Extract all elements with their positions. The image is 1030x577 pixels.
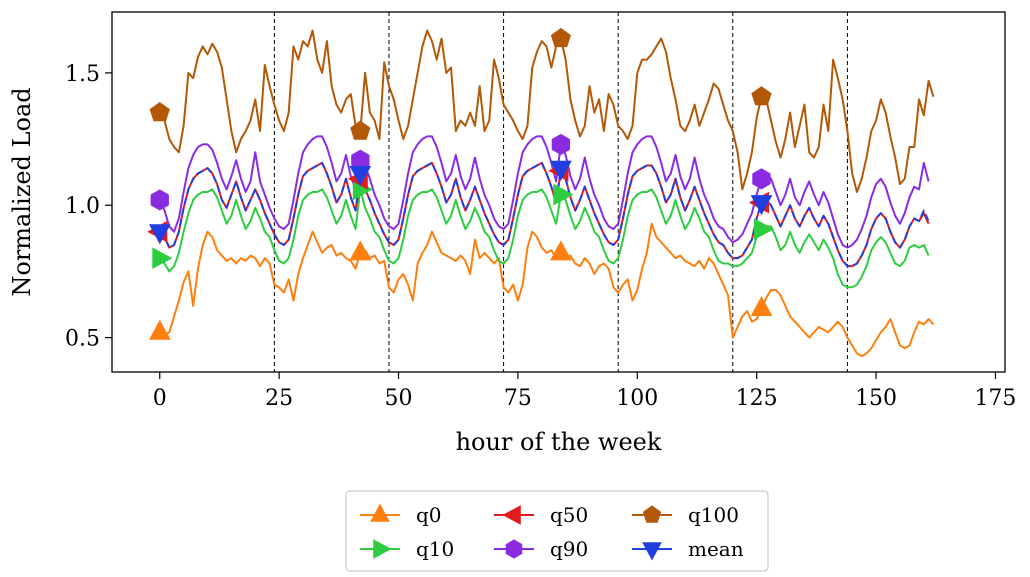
y-tick-label: 1.0	[65, 194, 100, 219]
marker-q90	[150, 189, 169, 211]
x-axis-title: hour of the week	[456, 428, 662, 456]
day-boundary-lines	[273, 12, 848, 372]
series-line-q100	[158, 29, 935, 193]
marker-mean	[750, 195, 773, 216]
x-axis-ticks: 0 25 50 75 100 125 150 175	[153, 372, 1016, 411]
marker-q10	[553, 183, 574, 206]
series-line-mean	[159, 161, 930, 268]
legend-item-q0: q0	[360, 503, 442, 527]
marker-q0	[750, 295, 773, 316]
series-markers	[147, 27, 775, 340]
legend-marker-mean	[642, 542, 662, 561]
legend-label: q50	[550, 503, 588, 527]
plot-frame	[111, 11, 1006, 373]
x-tick-label: 175	[974, 386, 1016, 411]
series-line-q90	[158, 135, 930, 249]
marker-mean	[349, 166, 372, 187]
marker-q100	[350, 120, 371, 140]
x-tick-label: 0	[153, 386, 167, 411]
marker-mean	[550, 160, 572, 181]
marker-q10	[754, 218, 775, 240]
series-lines	[158, 29, 935, 358]
legend-marker-q10	[373, 539, 392, 559]
marker-q90	[551, 133, 570, 155]
legend-label: q100	[688, 503, 739, 527]
legend-marker-q50	[502, 505, 521, 525]
x-tick-label: 150	[855, 386, 897, 411]
marker-mean	[148, 224, 171, 245]
marker-q90	[752, 168, 771, 190]
marker-q100	[550, 27, 571, 48]
marker-q0	[550, 240, 572, 261]
y-tick-label: 1.5	[65, 62, 100, 87]
x-tick-label: 75	[504, 386, 532, 411]
legend-item-q50: q50	[494, 503, 588, 527]
legend-marker-q90	[505, 539, 523, 559]
x-tick-label: 25	[265, 386, 293, 411]
legend-label: q90	[550, 537, 588, 561]
series-line-q10	[159, 188, 930, 289]
y-axis-ticks: 0.5 1.0 1.5	[65, 62, 112, 352]
legend-item-q10: q10	[360, 537, 454, 561]
x-tick-label: 125	[736, 386, 778, 411]
marker-q0	[148, 319, 171, 340]
legend-box	[345, 490, 769, 572]
marker-q100	[751, 86, 772, 106]
marker-q0	[349, 240, 372, 261]
legend-item-q90: q90	[494, 537, 588, 561]
x-tick-label: 50	[385, 386, 413, 411]
y-axis-title: Normalized Load	[8, 87, 36, 296]
legend-label: q0	[416, 503, 442, 527]
legend-marker-q100	[642, 505, 662, 523]
marker-q10	[152, 247, 173, 270]
legend-item-q100: q100	[632, 503, 739, 527]
x-tick-label: 100	[616, 386, 658, 411]
legend-item-mean: mean	[632, 537, 744, 561]
series-line-q0	[159, 222, 935, 358]
legend-marker-q0	[370, 503, 390, 522]
y-tick-label: 0.5	[65, 327, 100, 352]
legend-label: mean	[688, 537, 744, 561]
legend-label: q10	[416, 537, 454, 561]
marker-q100	[149, 101, 170, 122]
legend: q0 q10 q50 q90 q100 mean	[345, 490, 769, 572]
